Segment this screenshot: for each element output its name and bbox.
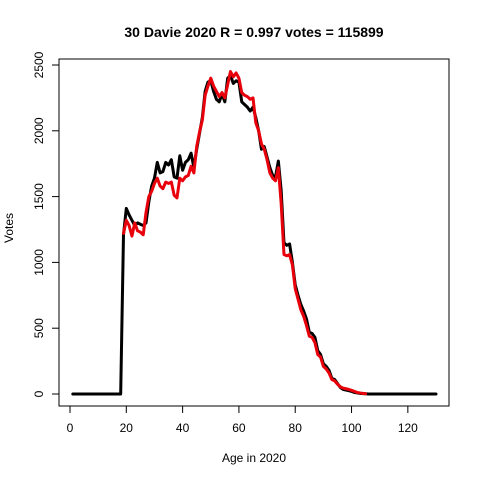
y-tick-label: 2500 — [32, 51, 46, 78]
x-tick-label: 40 — [176, 421, 190, 435]
series-layer — [71, 70, 438, 396]
series-line-0 — [71, 74, 438, 396]
chart-title: 30 Davie 2020 R = 0.997 votes = 115899 — [124, 24, 383, 40]
x-axis-label: Age in 2020 — [222, 451, 286, 465]
x-tick-label: 20 — [120, 421, 134, 435]
x-tick-label: 0 — [67, 421, 74, 435]
x-tick-label: 120 — [398, 421, 418, 435]
y-axis-label: Votes — [2, 213, 16, 243]
y-tick-label: 2000 — [32, 117, 46, 144]
x-tick-label: 60 — [232, 421, 246, 435]
x-axis: 0 20 40 60 80 100 120 — [67, 405, 418, 435]
y-axis: 0 500 1000 1500 2000 2500 — [32, 51, 60, 397]
series-line-1 — [121, 70, 368, 396]
y-tick-label: 1000 — [32, 249, 46, 276]
x-tick-label: 100 — [342, 421, 362, 435]
y-tick-label: 1500 — [32, 183, 46, 210]
y-tick-label: 0 — [32, 390, 46, 397]
y-tick-label: 500 — [32, 318, 46, 338]
x-tick-label: 80 — [289, 421, 303, 435]
